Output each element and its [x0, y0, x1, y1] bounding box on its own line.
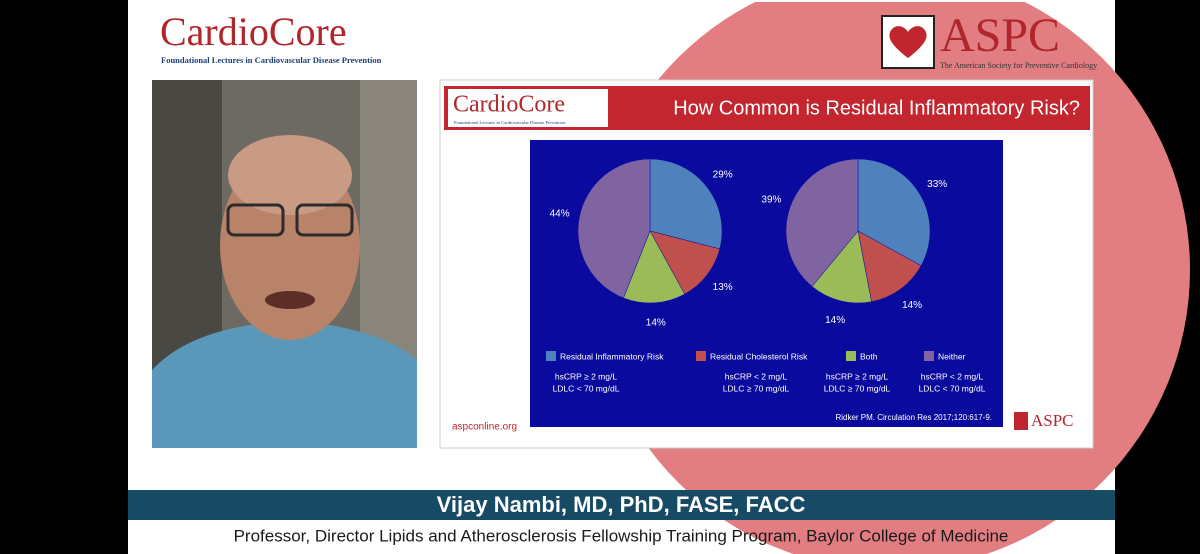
legend-note: hsCRP < 2 mg/L [921, 371, 984, 381]
legend-swatch [546, 351, 556, 361]
slice-label: 29% [713, 169, 733, 180]
brand-tagline: Foundational Lectures in Cardiovascular … [161, 55, 382, 65]
pie-slice [857, 230, 922, 303]
legend-swatch [846, 351, 856, 361]
speaker-name: Vijay Nambi, MD, PhD, FASE, FACC [437, 492, 806, 517]
legend-note: hsCRP ≥ 2 mg/L [826, 371, 888, 381]
slide-title: How Common is Residual Inflammatory Risk… [673, 97, 1080, 119]
legend-note: LDLC < 70 mg/dL [919, 383, 986, 393]
pie-slice [649, 158, 723, 250]
slice-label: 14% [646, 317, 666, 328]
slide-brand: CardioCore [453, 92, 565, 118]
pie-slice [785, 158, 859, 287]
decor [128, 0, 1115, 2]
citation: Ridker PM. Circulation Res 2017;120:617-… [835, 413, 992, 422]
slide-logo-box [448, 89, 608, 127]
video-feed [152, 80, 417, 448]
footer-bar [128, 490, 1115, 520]
legend-note: hsCRP ≥ 2 mg/L [555, 371, 617, 381]
pie-slice [577, 158, 651, 299]
slide-aspc-mark [1014, 412, 1028, 430]
legend-note: LDLC < 70 mg/dL [553, 383, 620, 393]
brand: CardioCore [160, 9, 347, 54]
slice-label: 13% [713, 282, 733, 293]
legend-label: Residual Inflammatory Risk [560, 351, 664, 361]
legend-swatch [924, 351, 934, 361]
legend-label: Both [860, 351, 878, 361]
society: ASPC [940, 9, 1060, 62]
slice-label: 33% [927, 179, 947, 190]
legend-swatch [696, 351, 706, 361]
pie-slice [649, 230, 721, 295]
aspc-heart [889, 26, 927, 58]
legend-note: LDLC ≥ 70 mg/dL [824, 383, 891, 393]
slice-label: 39% [761, 194, 781, 205]
slide-brand-tagline: Foundational Lectures in Cardiovascular … [454, 120, 566, 125]
legend-note: hsCRP < 2 mg/L [725, 371, 788, 381]
pie-slice [623, 230, 686, 304]
website: aspconline.org [452, 422, 517, 433]
pie-slice [857, 158, 931, 267]
slide-society: ASPC [1031, 411, 1074, 430]
society-tagline: The American Society for Preventive Card… [940, 61, 1097, 70]
legend-label: Neither [938, 351, 966, 361]
slice-label: 14% [902, 300, 922, 311]
speaker-affiliation: Professor, Director Lipids and Atheroscl… [234, 526, 1009, 545]
legend-note: LDLC ≥ 70 mg/dL [723, 383, 790, 393]
slice-label: 14% [825, 315, 845, 326]
legend-label: Residual Cholesterol Risk [710, 351, 808, 361]
pie-slice [811, 230, 872, 304]
slice-label: 44% [550, 208, 570, 219]
